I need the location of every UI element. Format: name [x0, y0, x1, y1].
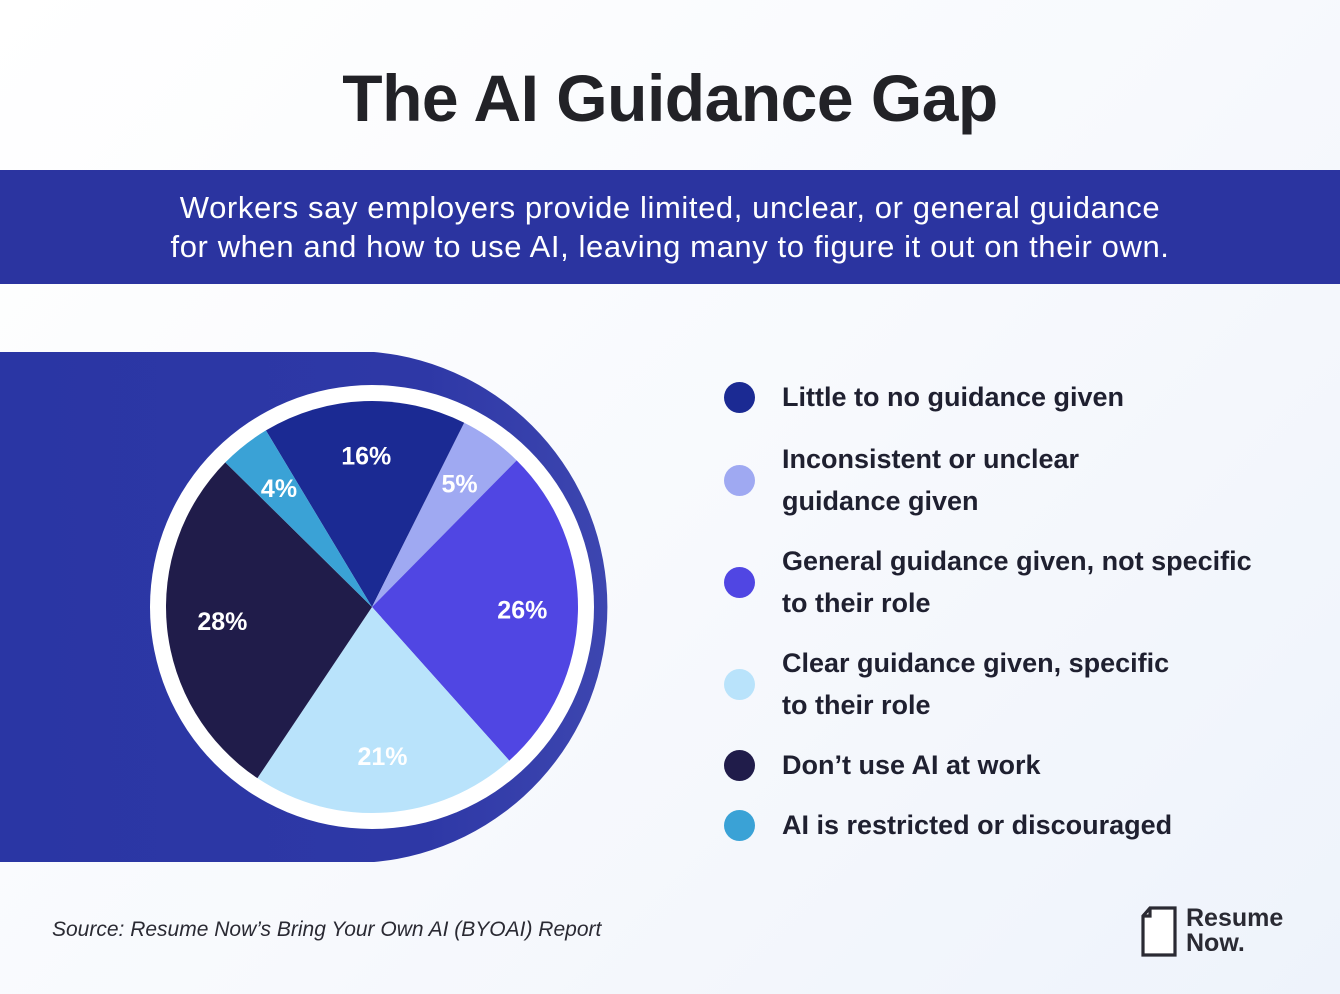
pie-slice-4: [165, 462, 372, 779]
brand-name: Resume Now.: [1186, 904, 1284, 957]
legend-swatch: [724, 464, 755, 496]
pie-slice-5: [225, 430, 372, 607]
pie-label-5: 4%: [261, 475, 297, 503]
legend-label: Little to no guidance given: [782, 382, 1125, 412]
pie-slice-0: [265, 401, 465, 607]
pie-label-0: 16%: [341, 443, 391, 471]
subtitle-banner: Workers say employers provide limited, u…: [0, 170, 1340, 284]
document-icon: [1141, 906, 1177, 957]
legend-label: General guidance given, not specific to …: [782, 546, 1252, 618]
legend-label: AI is restricted or discouraged: [782, 810, 1173, 840]
legend-label: Inconsistent or unclear guidance given: [782, 444, 1080, 516]
pie-label-1: 5%: [441, 471, 477, 499]
legend-swatch: [724, 668, 755, 700]
legend-label: Don’t use AI at work: [782, 750, 1041, 780]
brand-logo: Resume Now.: [1140, 906, 1283, 958]
pie-label-2: 26%: [497, 597, 547, 625]
legend-swatch: [724, 749, 755, 781]
legend-item: Don’t use AI at work: [724, 744, 1312, 786]
pie-label-3: 21%: [357, 743, 407, 771]
pie-label-4: 28%: [197, 608, 247, 636]
pie-slice-2: [372, 460, 578, 761]
banner-line-1: Workers say employers provide limited, u…: [179, 190, 1161, 225]
pie-slice-3: [257, 607, 510, 814]
pie-slices: [165, 401, 578, 814]
banner-line-2: for when and how to use AI, leaving many…: [170, 229, 1170, 264]
legend-swatch: [724, 809, 755, 841]
legend-label: Clear guidance given, specific to their …: [782, 648, 1170, 720]
page-title: The AI Guidance Gap: [342, 61, 998, 135]
legend-item: Clear guidance given, specific to their …: [724, 642, 1312, 726]
legend-swatch: [724, 566, 755, 598]
legend-item: Little to no guidance given: [724, 376, 1312, 418]
legend-item: AI is restricted or discouraged: [724, 804, 1312, 846]
pie-labels: 16% 5% 26% 21% 28% 4%: [197, 443, 547, 771]
pie-chart: 16% 5% 26% 21% 28% 4%: [0, 352, 608, 862]
pie-slice-1: [372, 422, 517, 607]
source-note: Source: Resume Now’s Bring Your Own AI (…: [52, 918, 602, 941]
legend-item: Inconsistent or unclear guidance given: [724, 438, 1312, 522]
legend-swatch: [724, 381, 755, 413]
legend-item: General guidance given, not specific to …: [724, 540, 1312, 624]
